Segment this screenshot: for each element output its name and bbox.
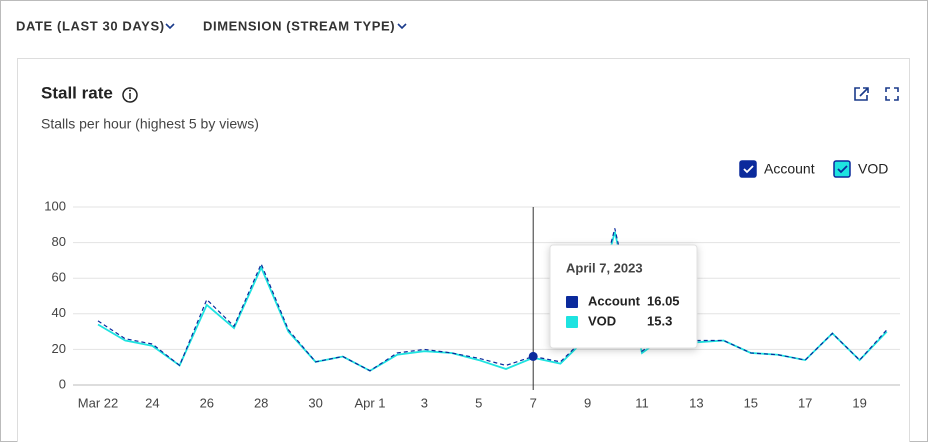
x-tick-label: 19	[852, 395, 866, 410]
tooltip-value: 16.05	[647, 293, 680, 308]
y-tick-label: 100	[44, 198, 66, 213]
check	[743, 165, 754, 174]
x-tick-label: Mar 22	[78, 395, 118, 410]
info-icon[interactable]	[122, 87, 138, 103]
chevron[interactable]	[397, 23, 407, 30]
legend-checkbox[interactable]	[739, 160, 757, 178]
x-tick-label: 15	[744, 395, 758, 410]
share-icon[interactable]	[854, 87, 869, 101]
legend-label: Account	[764, 161, 815, 177]
y-tick-label: 0	[59, 376, 66, 391]
x-tick-label: 30	[308, 395, 322, 410]
tooltip-name: VOD	[588, 313, 616, 328]
series-line	[97, 228, 888, 372]
x-tick-label: 28	[254, 395, 268, 410]
series-line	[97, 231, 888, 372]
x-tick-label: 7	[530, 395, 537, 410]
tooltip-name: Account	[588, 293, 641, 308]
x-tick-label: Apr 1	[354, 395, 385, 410]
x-tick-label: 9	[584, 395, 591, 410]
hover-point	[528, 351, 538, 361]
chart-subtitle: Stalls per hour (highest 5 by views)	[41, 116, 259, 132]
x-tick-label: 11	[635, 395, 649, 410]
check	[837, 165, 848, 174]
filter-date[interactable]: DATE (LAST 30 DAYS)	[16, 18, 165, 33]
legend-checkbox[interactable]	[833, 160, 851, 178]
x-tick-label: 3	[421, 395, 428, 410]
legend-label: VOD	[858, 161, 888, 177]
chart-title: Stall rate	[41, 83, 113, 102]
y-tick-label: 60	[52, 270, 66, 285]
x-tick-label: 26	[200, 395, 214, 410]
x-tick-label: 24	[145, 395, 159, 410]
filter-dimension[interactable]: DIMENSION (STREAM TYPE)	[203, 18, 395, 33]
x-tick-label: 17	[798, 395, 812, 410]
card	[17, 58, 910, 442]
x-tick-label: 13	[689, 395, 703, 410]
tooltip-title: April 7, 2023	[566, 260, 643, 275]
tooltip-value: 15.3	[647, 313, 672, 328]
fullscreen-icon[interactable]	[885, 87, 899, 101]
y-tick-label: 20	[52, 341, 66, 356]
tooltip: April 7, 2023 Account 16.05 VOD 15.3	[549, 244, 698, 349]
y-tick-label: 80	[52, 234, 66, 249]
x-tick-label: 5	[475, 395, 482, 410]
chevron[interactable]	[165, 23, 175, 30]
tooltip-box	[549, 244, 698, 349]
y-tick-label: 40	[52, 305, 66, 320]
tooltip-swatch	[566, 316, 578, 328]
tooltip-swatch	[566, 296, 578, 308]
